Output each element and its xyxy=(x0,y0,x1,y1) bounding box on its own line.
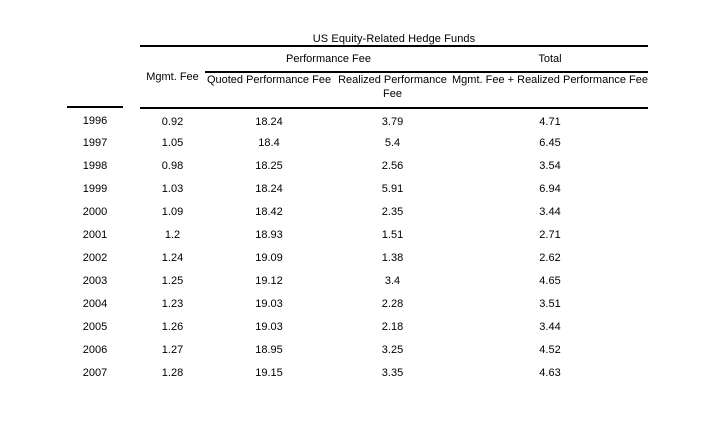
total-cell: 3.51 xyxy=(539,297,561,310)
year-cell: 1997 xyxy=(82,136,108,149)
mgmt-fee-cell: 1.03 xyxy=(161,182,184,195)
mgmt-fee-cell: 1.27 xyxy=(161,343,184,356)
table-row: 2004 1.23 19.03 2.28 3.51 xyxy=(50,292,648,315)
realized-performance-fee-cell: 5.91 xyxy=(381,182,404,195)
realized-performance-fee-cell: 2.56 xyxy=(381,159,404,172)
realized-performance-fee-cell: 3.35 xyxy=(381,366,404,379)
total-cell: 2.71 xyxy=(539,228,561,241)
quoted-performance-fee-cell: 18.25 xyxy=(255,159,283,172)
quoted-performance-fee-cell: 18.95 xyxy=(255,343,283,356)
quoted-performance-fee-cell: 19.03 xyxy=(255,297,283,310)
year-cell: 2006 xyxy=(82,343,108,356)
table-title: US Equity-Related Hedge Funds xyxy=(140,10,648,47)
total-cell: 4.65 xyxy=(539,274,561,287)
realized-performance-fee-cell: 3.79 xyxy=(381,115,404,128)
year-cell: 1998 xyxy=(82,159,108,172)
mgmt-fee-cell: 1.24 xyxy=(161,251,184,264)
realized-performance-fee-cell: 1.38 xyxy=(381,251,404,264)
table-row: 2005 1.26 19.03 2.18 3.44 xyxy=(50,315,648,338)
year-cell: 1996 xyxy=(82,115,108,127)
realized-performance-fee-cell: 2.35 xyxy=(381,205,404,218)
mgmt-fee-cell: 0.92 xyxy=(161,115,184,128)
sub-header-row: Quoted Performance Fee Realized Performa… xyxy=(50,72,648,109)
quoted-performance-fee-cell: 18.93 xyxy=(255,228,283,241)
mgmt-fee-cell: 1.09 xyxy=(161,205,184,218)
year-cell: 2005 xyxy=(82,320,108,333)
realized-performance-fee-cell: 1.51 xyxy=(381,228,404,241)
mgmt-fee-cell: 1.26 xyxy=(161,320,184,333)
year-cell: 2004 xyxy=(82,297,108,310)
column-header-mgmt-fee: Mgmt. Fee xyxy=(140,46,205,109)
year-cell: 2002 xyxy=(82,251,108,264)
column-group-total: Total xyxy=(452,46,648,73)
mgmt-fee-cell: 1.05 xyxy=(161,136,184,149)
hedge-fund-fees-table: US Equity-Related Hedge Funds Mgmt. Fee … xyxy=(50,10,648,384)
year-cell: 2000 xyxy=(82,205,108,218)
year-cell: 2007 xyxy=(82,366,108,379)
quoted-performance-fee-cell: 18.24 xyxy=(255,182,283,195)
quoted-performance-fee-cell: 19.03 xyxy=(255,320,283,333)
quoted-performance-fee-cell: 19.09 xyxy=(255,251,283,264)
mgmt-fee-cell: 0.98 xyxy=(161,159,184,172)
total-cell: 3.54 xyxy=(539,159,561,172)
table-row: 2006 1.27 18.95 3.25 4.52 xyxy=(50,338,648,361)
title-row: US Equity-Related Hedge Funds xyxy=(50,10,648,108)
total-cell: 2.62 xyxy=(539,251,561,264)
column-group-performance-fee: Performance Fee xyxy=(205,46,452,73)
realized-performance-fee-cell: 2.28 xyxy=(381,297,404,310)
table-row: 1996 0.92 18.24 3.79 4.71 xyxy=(50,108,648,131)
quoted-performance-fee-cell: 18.24 xyxy=(255,115,283,128)
mgmt-fee-cell: 1.25 xyxy=(161,274,184,287)
realized-performance-fee-cell: 5.4 xyxy=(384,136,401,149)
mgmt-fee-cell: 1.2 xyxy=(164,228,181,241)
table-row: 1999 1.03 18.24 5.91 6.94 xyxy=(50,177,648,200)
year-cell: 1999 xyxy=(82,182,108,195)
table-row: 2000 1.09 18.42 2.35 3.44 xyxy=(50,200,648,223)
quoted-performance-fee-cell: 19.12 xyxy=(255,274,283,287)
total-cell: 4.63 xyxy=(539,366,561,379)
table-row: 2007 1.28 19.15 3.35 4.63 xyxy=(50,361,648,384)
column-header-total-detail: Mgmt. Fee + Realized Performance Fee xyxy=(452,72,648,109)
column-header-realized-performance-fee: Realized Performance Fee xyxy=(333,72,452,109)
quoted-performance-fee-cell: 18.4 xyxy=(258,136,280,149)
table-row: 2001 1.2 18.93 1.51 2.71 xyxy=(50,223,648,246)
year-column-rule xyxy=(67,106,123,108)
mgmt-fee-cell: 1.28 xyxy=(161,366,184,379)
year-cell: 2003 xyxy=(82,274,108,287)
realized-performance-fee-cell: 3.25 xyxy=(381,343,404,356)
column-header-quoted-performance-fee: Quoted Performance Fee xyxy=(205,72,333,109)
quoted-performance-fee-cell: 19.15 xyxy=(255,366,283,379)
realized-performance-fee-cell: 3.4 xyxy=(384,274,401,287)
table-row: 2002 1.24 19.09 1.38 2.62 xyxy=(50,246,648,269)
realized-performance-fee-cell: 2.18 xyxy=(381,320,404,333)
mgmt-fee-cell: 1.23 xyxy=(161,297,184,310)
total-cell: 4.52 xyxy=(539,343,561,356)
table-row: 2003 1.25 19.12 3.4 4.65 xyxy=(50,269,648,292)
total-cell: 3.44 xyxy=(539,205,561,218)
total-cell: 6.45 xyxy=(539,136,561,149)
total-cell: 6.94 xyxy=(539,182,561,195)
year-column-header-spacer xyxy=(50,10,140,108)
table-row: 1998 0.98 18.25 2.56 3.54 xyxy=(50,154,648,177)
year-cell: 2001 xyxy=(82,228,108,241)
table-row: 1997 1.05 18.4 5.4 6.45 xyxy=(50,131,648,154)
total-cell: 3.44 xyxy=(539,320,561,333)
quoted-performance-fee-cell: 18.42 xyxy=(255,205,283,218)
group-header-row: Mgmt. Fee Performance Fee Total xyxy=(50,46,648,109)
total-cell: 4.71 xyxy=(539,115,561,128)
